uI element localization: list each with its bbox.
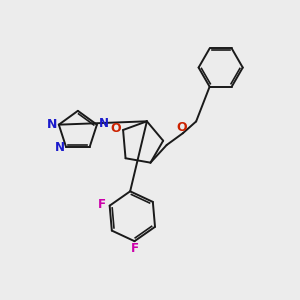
Text: N: N <box>55 141 64 154</box>
Text: O: O <box>110 122 121 135</box>
Text: N: N <box>98 117 108 130</box>
Text: O: O <box>176 122 187 134</box>
Text: F: F <box>130 242 139 255</box>
Text: N: N <box>46 118 57 131</box>
Text: F: F <box>98 198 105 211</box>
